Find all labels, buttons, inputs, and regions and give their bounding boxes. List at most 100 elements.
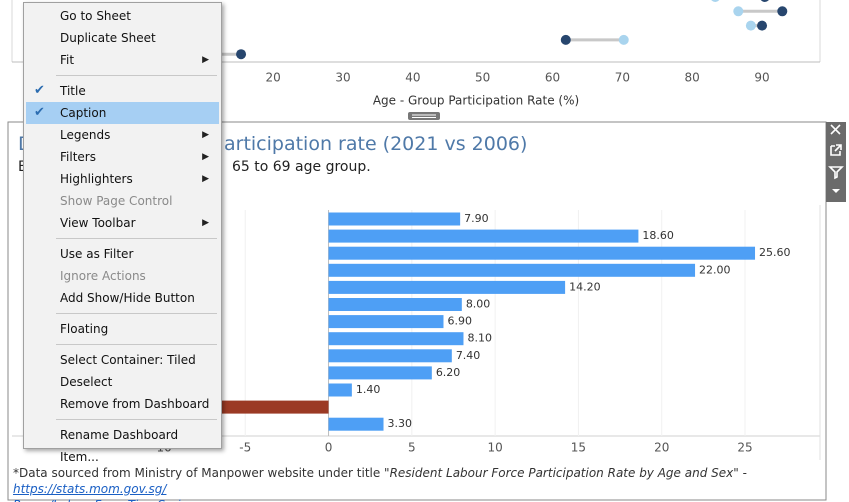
bar: [328, 229, 639, 243]
caption-link[interactable]: https://stats.mom.gov.sg/: [13, 482, 167, 496]
chart-subtitle-start: E: [18, 159, 27, 175]
x-tick-label: 10: [487, 441, 502, 455]
bar-value-label: 7.90: [464, 212, 489, 225]
menu-item[interactable]: Go to Sheet: [26, 5, 219, 27]
bar-value-label: 6.90: [447, 315, 472, 328]
caption-text: " -: [733, 466, 747, 480]
filter-icon[interactable]: [828, 166, 844, 180]
bar-value-label: 3.30: [388, 417, 413, 430]
menu-item[interactable]: Deselect: [26, 371, 219, 393]
menu-separator: [26, 234, 219, 243]
menu-item-label: Remove from Dashboard: [60, 397, 210, 411]
caption-text: *Data sourced from Ministry of Manpower …: [13, 466, 390, 480]
menu-item-label: Ignore Actions: [60, 269, 146, 283]
context-menu: Go to Sheet Duplicate Sheet Fit ▶ ✔ Title ✔ Cap…: [23, 2, 222, 464]
dumbbell-point: [760, 0, 769, 2]
bar: [328, 263, 696, 277]
menu-item[interactable]: ✔ Title: [26, 80, 219, 102]
menu-item[interactable]: Select Container: Tiled: [26, 349, 219, 371]
top-x-tick-label: 70: [615, 71, 630, 85]
dumbbell-point: [733, 6, 744, 17]
bar: [328, 212, 461, 226]
chart-subtitle-end: 65 to 69 age group.: [232, 159, 371, 175]
x-tick-label: 20: [654, 441, 669, 455]
bar-value-label: 6.20: [436, 366, 461, 379]
bar: [328, 298, 462, 311]
check-mark: ✔: [34, 83, 45, 98]
x-tick-label: -5: [239, 441, 251, 455]
menu-item[interactable]: Show Page Control: [26, 190, 219, 212]
menu-item-label: Go to Sheet: [60, 9, 132, 23]
dumbbell-point: [745, 20, 756, 31]
open-icon[interactable]: [830, 144, 842, 156]
caption-source-title: Resident Labour Force Participation Rate…: [389, 466, 734, 480]
bar-value-label: 7.40: [456, 349, 481, 362]
menu-item[interactable]: Floating: [26, 318, 219, 340]
menu-item-label: Deselect: [60, 375, 113, 389]
resize-grip[interactable]: [408, 112, 440, 120]
x-tick-label: 25: [737, 441, 752, 455]
menu-separator: [26, 309, 219, 318]
menu-item-label: Add Show/Hide Button: [60, 291, 195, 305]
menu-item[interactable]: ✔ Caption: [26, 102, 219, 124]
menu-item[interactable]: Rename Dashboard Item...: [26, 424, 219, 464]
menu-item-label: Highlighters: [60, 172, 133, 186]
menu-item[interactable]: Filters ▶: [26, 146, 219, 168]
menu-item[interactable]: Add Show/Hide Button: [26, 287, 219, 309]
top-x-tick-label: 20: [266, 71, 281, 85]
bar: [328, 349, 452, 363]
selected-container[interactable]: [7, 121, 827, 501]
menu-item-label: Select Container: Tiled: [60, 353, 196, 367]
bar-value-label: 8.10: [467, 332, 492, 345]
menu-separator: [26, 71, 219, 80]
bar-value-label: 14.20: [569, 280, 601, 293]
menu-item[interactable]: Remove from Dashboard: [26, 393, 219, 415]
menu-item[interactable]: Fit ▶: [26, 49, 219, 71]
menu-item[interactable]: Ignore Actions: [26, 265, 219, 287]
dumbbell-point: [560, 34, 571, 45]
menu-item[interactable]: View Toolbar ▶: [26, 212, 219, 234]
bar: [328, 366, 432, 380]
caption-link[interactable]: Pages/LabourForceTimeSeries.aspx: [13, 498, 226, 502]
top-x-tick-label: 50: [475, 71, 490, 85]
menu-item[interactable]: Duplicate Sheet: [26, 27, 219, 49]
submenu-arrow: ▶: [202, 218, 209, 228]
submenu-arrow: ▶: [202, 152, 209, 162]
bar: [221, 400, 329, 414]
bar: [328, 332, 464, 346]
bar-value-label: 25.60: [759, 246, 791, 259]
x-tick-label: 15: [571, 441, 586, 455]
menu-item[interactable]: Highlighters ▶: [26, 168, 219, 190]
more-icon[interactable]: [832, 189, 840, 193]
dumbbell-point: [236, 49, 247, 60]
bar-value-label: 8.00: [466, 298, 491, 311]
dumbbell-point: [711, 0, 720, 2]
menu-item[interactable]: Legends ▶: [26, 124, 219, 146]
dumbbell-point: [757, 20, 768, 31]
submenu-arrow: ▶: [202, 130, 209, 140]
menu-item-label: Title: [60, 84, 86, 98]
close-icon[interactable]: [830, 124, 841, 135]
bar: [328, 417, 384, 431]
submenu-arrow: ▶: [202, 174, 209, 184]
item-toolbar: [826, 122, 846, 202]
top-x-axis-label: Age - Group Participation Rate (%): [373, 94, 579, 108]
submenu-arrow: ▶: [202, 55, 209, 65]
menu-item-label: Caption: [60, 106, 107, 120]
bar-value-label: 1.40: [356, 383, 381, 396]
menu-item-label: Duplicate Sheet: [60, 31, 156, 45]
caption: *Data sourced from Ministry of Manpower …: [13, 465, 819, 502]
menu-item-label: Fit: [60, 53, 75, 67]
top-x-tick-label: 90: [754, 71, 769, 85]
bar: [328, 383, 352, 397]
dumbbell-point: [618, 34, 629, 45]
menu-item-label: Legends: [60, 128, 111, 142]
chart-title-end: articipation rate (2021 vs 2006): [224, 133, 528, 155]
menu-item-label: Rename Dashboard Item...: [60, 428, 179, 464]
bar: [328, 246, 756, 260]
x-tick-label: 5: [408, 441, 416, 455]
bar: [328, 315, 444, 329]
menu-item[interactable]: Use as Filter: [26, 243, 219, 265]
toolbar-icons: [828, 124, 844, 193]
